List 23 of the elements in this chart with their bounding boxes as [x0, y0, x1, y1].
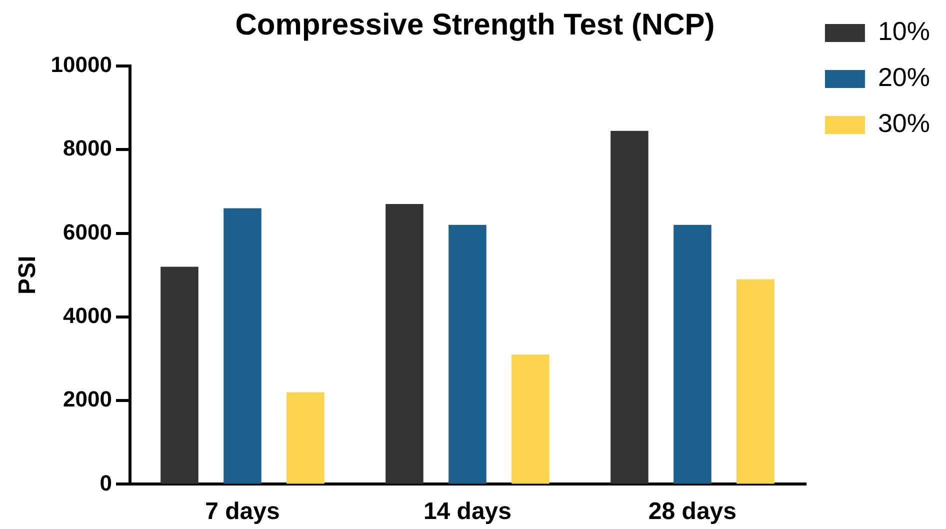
y-tick-label: 6000 — [63, 219, 112, 244]
bar — [224, 208, 262, 484]
x-tick-label: 28 days — [648, 498, 737, 526]
legend-label: 10% — [878, 16, 930, 46]
bar — [448, 224, 486, 484]
x-tick-label: 7 days — [205, 498, 280, 526]
y-tick-label: 0 — [100, 470, 112, 496]
y-tick-label: 4000 — [63, 302, 112, 328]
bar — [512, 354, 550, 484]
y-tick-label: 8000 — [63, 136, 112, 161]
bar — [386, 204, 424, 484]
bar — [610, 130, 648, 484]
legend-label: 30% — [878, 108, 930, 138]
chart-title: Compressive Strength Test (NCP) — [235, 8, 715, 42]
y-axis-title: PSI — [14, 256, 42, 294]
legend-label: 20% — [878, 62, 930, 92]
x-tick-label: 14 days — [423, 498, 512, 526]
y-tick-label: 10000 — [50, 52, 112, 78]
bar — [160, 266, 198, 484]
bar — [736, 279, 774, 484]
y-tick-label: 2000 — [63, 386, 112, 412]
bar — [674, 224, 712, 484]
bar — [286, 392, 324, 484]
